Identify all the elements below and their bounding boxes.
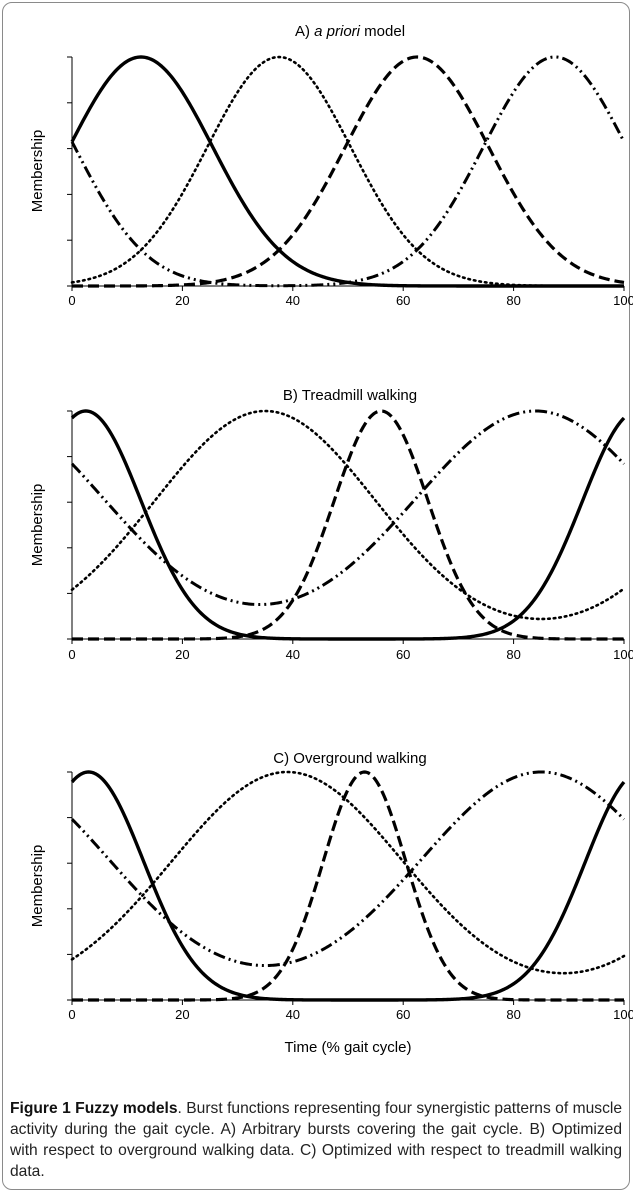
chart-panel-3: C) Overground walking Membership 0 20 40 60 80… xyxy=(29,750,633,1056)
series-line-dash-dot-dot xyxy=(70,770,626,968)
series-line-dashed xyxy=(71,55,625,288)
series-line-solid xyxy=(70,770,626,1002)
figure-caption: Figure 1 Fuzzy models. Burst functions r… xyxy=(10,1098,622,1182)
chart-panel-1: A) a priori model Membership 0 20 40 60 80 100 xyxy=(29,23,633,308)
series-line-dashed xyxy=(71,409,625,641)
x-tick-label: 0 xyxy=(68,1007,75,1022)
x-tick-label: 20 xyxy=(175,1007,189,1022)
y-axis-label: Membership xyxy=(29,845,46,928)
x-tick-label: 40 xyxy=(286,1007,300,1022)
caption-text: . Burst functions representing four syne… xyxy=(10,1100,623,1180)
x-tick-label: 80 xyxy=(506,647,520,662)
y-axis-label: Membership xyxy=(29,130,46,213)
x-tick-label: 60 xyxy=(396,1007,410,1022)
x-tick-label: 80 xyxy=(506,1007,520,1022)
chart-panel-2: B) Treadmill walking Membership 0 20 40 60 80 1… xyxy=(29,387,633,662)
x-tick-label: 20 xyxy=(175,647,189,662)
x-tick-label: 0 xyxy=(68,293,75,308)
series-line-dash-dot-dot xyxy=(70,55,626,288)
chart-title: C) Overground walking xyxy=(273,750,426,767)
chart-title-suffix: model xyxy=(360,23,405,40)
series-line-dotted xyxy=(70,770,626,975)
x-tick-label: 40 xyxy=(286,293,300,308)
x-tick-label: 60 xyxy=(396,293,410,308)
chart-title-prefix: B) Treadmill walking xyxy=(283,387,417,404)
y-axis-label: Membership xyxy=(29,484,46,567)
series-line-dash-dot-dot xyxy=(70,409,626,607)
x-axis-label: Time (% gait cycle) xyxy=(285,1039,412,1056)
x-tick-label: 0 xyxy=(68,647,75,662)
x-tick-label: 100 xyxy=(613,1007,633,1022)
caption-label: Figure 1 Fuzzy models xyxy=(10,1100,178,1117)
series-line-dotted xyxy=(70,55,626,288)
x-tick-label: 80 xyxy=(506,293,520,308)
x-tick-label: 100 xyxy=(613,647,633,662)
x-tick-label: 20 xyxy=(175,293,189,308)
chart-title: A) a priori model xyxy=(295,23,405,40)
series-line-solid xyxy=(70,55,625,288)
x-tick-label: 60 xyxy=(396,647,410,662)
chart-title-italic: a priori xyxy=(314,23,361,40)
series-line-dotted xyxy=(70,409,626,621)
chart-title: B) Treadmill walking xyxy=(283,387,417,404)
x-tick-label: 40 xyxy=(286,647,300,662)
chart-title-prefix: A) xyxy=(295,23,314,40)
chart-title-prefix: C) Overground walking xyxy=(273,750,426,767)
x-tick-label: 100 xyxy=(613,293,633,308)
series-line-solid xyxy=(70,409,626,641)
